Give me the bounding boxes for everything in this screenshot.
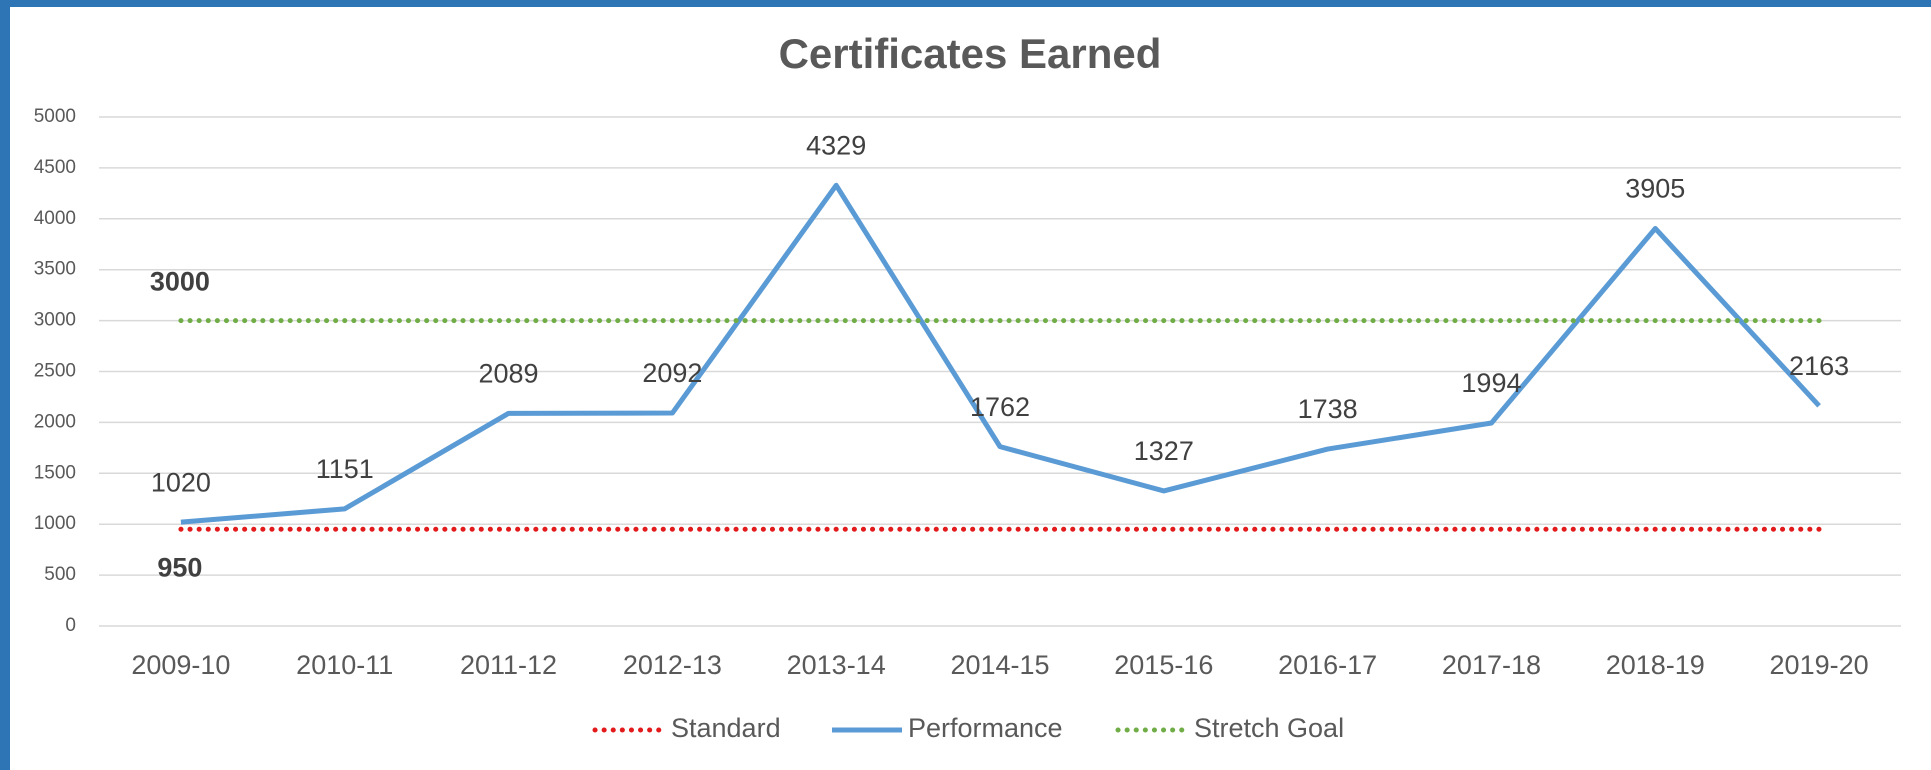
data-label: 1738 xyxy=(1298,394,1358,424)
x-tick-label: 2017-18 xyxy=(1442,650,1541,680)
legend-label: Performance xyxy=(908,713,1063,743)
data-label: 2089 xyxy=(479,358,539,388)
y-tick-label: 2500 xyxy=(34,361,76,382)
frame-left xyxy=(0,0,10,770)
data-label: 2163 xyxy=(1789,351,1849,381)
x-tick-label: 2013-14 xyxy=(787,650,886,680)
x-tick-label: 2012-13 xyxy=(623,650,722,680)
data-label: 4329 xyxy=(806,130,866,160)
data-label: 1151 xyxy=(316,454,374,484)
x-tick-label: 2014-15 xyxy=(950,650,1049,680)
data-label: 2092 xyxy=(642,358,702,388)
data-label: 950 xyxy=(157,552,202,582)
data-label: 3000 xyxy=(150,267,210,297)
data-label: 1994 xyxy=(1461,368,1521,398)
y-tick-label: 3000 xyxy=(34,310,76,331)
y-tick-label: 5000 xyxy=(34,106,76,127)
y-tick-label: 4000 xyxy=(34,208,76,229)
x-tick-label: 2018-19 xyxy=(1606,650,1705,680)
y-tick-label: 500 xyxy=(44,564,76,585)
data-label: 1762 xyxy=(970,392,1030,422)
x-tick-label: 2015-16 xyxy=(1114,650,1213,680)
frame-top xyxy=(0,0,1931,7)
legend-label: Stretch Goal xyxy=(1194,713,1344,743)
y-tick-label: 2000 xyxy=(34,411,76,432)
x-tick-label: 2011-12 xyxy=(460,650,557,680)
y-tick-label: 0 xyxy=(65,615,76,636)
x-tick-label: 2016-17 xyxy=(1278,650,1377,680)
data-label: 3905 xyxy=(1625,174,1685,204)
data-label: 1020 xyxy=(151,467,211,497)
series-line xyxy=(180,182,1821,525)
x-tick-label: 2010-11 xyxy=(296,650,393,680)
y-tick-label: 1500 xyxy=(34,462,76,483)
y-tick-label: 3500 xyxy=(34,259,76,280)
chart-title: Certificates Earned xyxy=(779,30,1162,77)
y-tick-label: 1000 xyxy=(34,513,76,534)
y-tick-label: 4500 xyxy=(34,157,76,178)
data-label: 1327 xyxy=(1134,436,1194,466)
x-tick-label: 2019-20 xyxy=(1770,650,1869,680)
x-tick-label: 2009-10 xyxy=(131,650,230,680)
legend-label: Standard xyxy=(671,713,781,743)
